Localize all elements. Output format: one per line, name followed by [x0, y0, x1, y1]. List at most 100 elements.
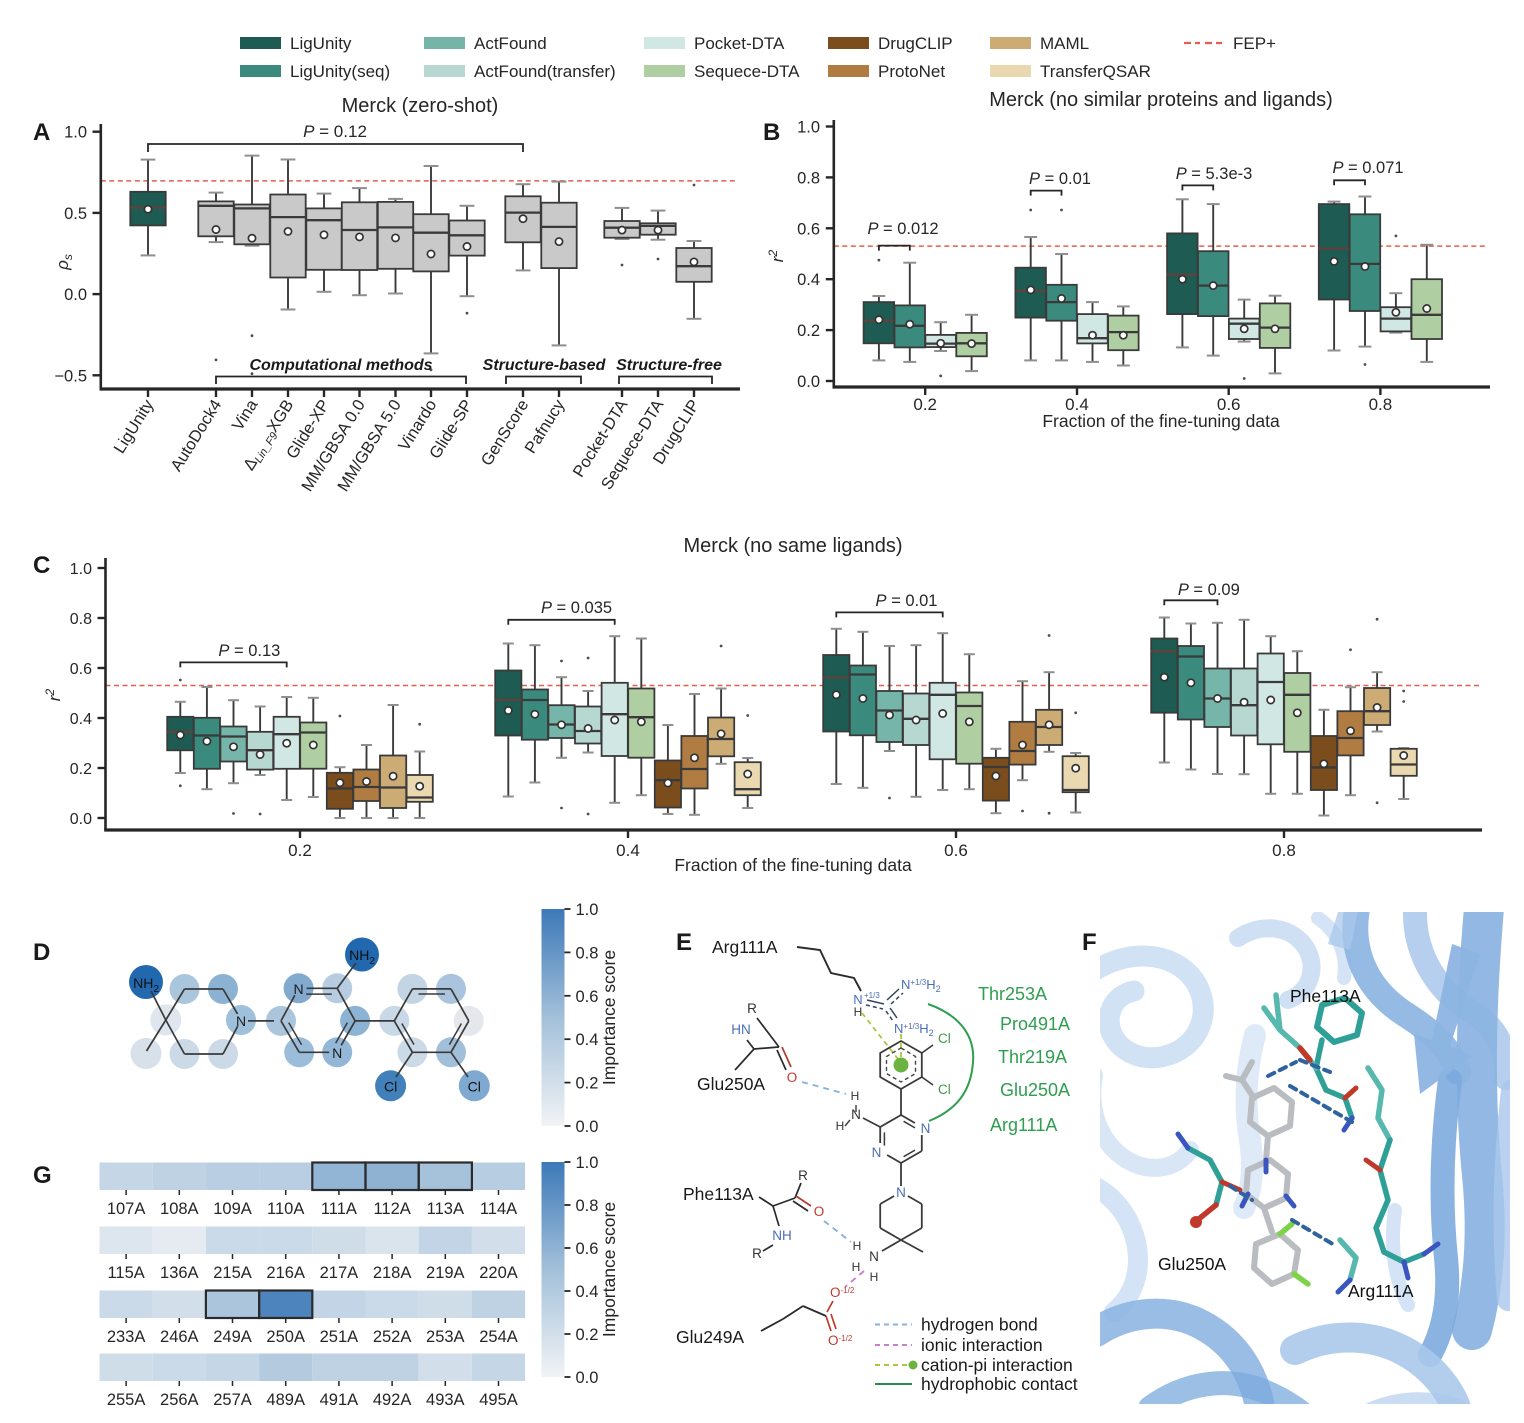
- svg-text:R: R: [752, 1246, 762, 1261]
- svg-text:N: N: [332, 1045, 342, 1061]
- svg-text:Arg111A: Arg111A: [990, 1115, 1057, 1135]
- svg-text:Phe113A: Phe113A: [1290, 986, 1361, 1006]
- svg-text:FEP+: FEP+: [1233, 34, 1276, 53]
- svg-text:N: N: [872, 1145, 882, 1160]
- svg-text:246A: 246A: [160, 1328, 199, 1346]
- svg-text:218A: 218A: [373, 1264, 412, 1282]
- svg-text:109A: 109A: [213, 1200, 252, 1218]
- svg-text:0.0: 0.0: [576, 1369, 599, 1387]
- svg-text:LigUnity: LigUnity: [290, 34, 352, 53]
- svg-text:114A: 114A: [480, 1200, 517, 1218]
- svg-text:0.0: 0.0: [797, 373, 820, 391]
- svg-text:1.0: 1.0: [576, 1154, 599, 1172]
- svg-text:0.6: 0.6: [576, 1240, 599, 1258]
- svg-text:0.8: 0.8: [1369, 395, 1393, 414]
- svg-text:Glu249A: Glu249A: [676, 1327, 744, 1347]
- svg-text:0.6: 0.6: [797, 220, 820, 238]
- svg-text:N: N: [851, 1107, 861, 1122]
- svg-text:251A: 251A: [320, 1328, 359, 1346]
- svg-text:Merck (no same ligands): Merck (no same ligands): [684, 535, 903, 557]
- svg-text:NH2: NH2: [133, 975, 159, 995]
- svg-text:N: N: [921, 1121, 931, 1136]
- svg-text:0.4: 0.4: [797, 271, 820, 289]
- svg-text:489A: 489A: [266, 1391, 305, 1409]
- svg-text:hydrophobic contact: hydrophobic contact: [921, 1374, 1078, 1394]
- svg-text:0.0: 0.0: [64, 286, 87, 304]
- svg-text:0.4: 0.4: [616, 841, 640, 860]
- svg-text:1.0: 1.0: [576, 901, 599, 919]
- svg-text:A: A: [33, 119, 50, 146]
- svg-text:1.0: 1.0: [70, 561, 92, 578]
- svg-text:Cl: Cl: [384, 1079, 397, 1095]
- svg-text:F: F: [1082, 929, 1097, 956]
- svg-text:Structure-based: Structure-based: [483, 357, 607, 374]
- svg-text:495A: 495A: [479, 1391, 518, 1409]
- svg-text:0.6: 0.6: [944, 841, 968, 860]
- svg-text:P = 0.09: P = 0.09: [1178, 581, 1240, 599]
- svg-text:P = 0.01: P = 0.01: [1029, 170, 1091, 188]
- svg-text:0.4: 0.4: [70, 711, 92, 728]
- svg-text:219A: 219A: [426, 1264, 465, 1282]
- svg-text:G: G: [33, 1162, 52, 1189]
- svg-text:0.0: 0.0: [70, 811, 92, 828]
- svg-text:ionic interaction: ionic interaction: [921, 1335, 1043, 1355]
- svg-text:Cl: Cl: [938, 1082, 951, 1097]
- svg-text:Thr253A: Thr253A: [978, 984, 1047, 1004]
- svg-text:ActFound: ActFound: [474, 34, 547, 53]
- svg-text:−0.5: −0.5: [54, 367, 87, 385]
- svg-text:H: H: [836, 1119, 845, 1133]
- svg-text:P = 0.035: P = 0.035: [541, 599, 612, 617]
- svg-text:249A: 249A: [213, 1328, 252, 1346]
- svg-text:cation-pi interaction: cation-pi interaction: [921, 1355, 1073, 1375]
- svg-text:NH2: NH2: [349, 947, 375, 967]
- svg-text:Fraction of the fine-tuning da: Fraction of the fine-tuning data: [1042, 411, 1280, 431]
- svg-text:E: E: [676, 929, 692, 956]
- svg-text:ActFound(transfer): ActFound(transfer): [474, 62, 616, 81]
- svg-text:Arg111A: Arg111A: [1348, 1281, 1414, 1301]
- svg-text:P = 0.12: P = 0.12: [303, 122, 367, 141]
- svg-text:217A: 217A: [320, 1264, 359, 1282]
- svg-text:H: H: [870, 1270, 879, 1284]
- svg-text:N: N: [853, 992, 862, 1007]
- svg-text:215A: 215A: [213, 1264, 252, 1282]
- svg-text:0.2: 0.2: [576, 1326, 599, 1344]
- svg-text:Fraction of the fine-tuning da: Fraction of the fine-tuning data: [674, 855, 912, 875]
- svg-text:0.8: 0.8: [576, 1197, 599, 1215]
- svg-text:0.5: 0.5: [64, 205, 87, 223]
- svg-text:Importance score: Importance score: [599, 1202, 619, 1337]
- svg-text:0.8: 0.8: [1272, 841, 1296, 860]
- svg-text:0.2: 0.2: [576, 1075, 599, 1093]
- svg-text:0.0: 0.0: [576, 1118, 599, 1136]
- svg-text:Glu250A: Glu250A: [1158, 1254, 1226, 1274]
- svg-text:0.2: 0.2: [70, 761, 92, 778]
- svg-text:Thr219A: Thr219A: [998, 1047, 1067, 1067]
- svg-text:P = 0.13: P = 0.13: [218, 642, 280, 660]
- svg-text:111A: 111A: [321, 1200, 357, 1218]
- svg-text:Glu250A: Glu250A: [697, 1074, 765, 1094]
- svg-text:N: N: [294, 981, 304, 997]
- svg-text:0.6: 0.6: [70, 661, 92, 678]
- svg-text:Sequece-DTA: Sequece-DTA: [694, 62, 800, 81]
- svg-text:hydrogen bond: hydrogen bond: [921, 1315, 1038, 1335]
- svg-text:250A: 250A: [266, 1328, 305, 1346]
- svg-text:MAML: MAML: [1040, 34, 1089, 53]
- svg-text:0.2: 0.2: [288, 841, 312, 860]
- svg-text:0.8: 0.8: [797, 169, 820, 187]
- svg-text:216A: 216A: [266, 1264, 305, 1282]
- svg-text:P = 5.3e-3: P = 5.3e-3: [1176, 165, 1253, 183]
- svg-text:113A: 113A: [427, 1200, 464, 1218]
- svg-text:H: H: [851, 1089, 860, 1103]
- svg-text:252A: 252A: [373, 1328, 412, 1346]
- svg-text:H: H: [852, 1260, 861, 1274]
- svg-text:Merck (zero-shot): Merck (zero-shot): [342, 95, 499, 117]
- svg-text:NH: NH: [772, 1228, 792, 1243]
- svg-text:492A: 492A: [373, 1391, 412, 1409]
- svg-text:R: R: [747, 1001, 757, 1016]
- svg-text:Pocket-DTA: Pocket-DTA: [694, 34, 785, 53]
- svg-text:136A: 136A: [160, 1264, 199, 1282]
- svg-text:0.2: 0.2: [797, 322, 820, 340]
- svg-text:0.2: 0.2: [913, 395, 937, 414]
- svg-text:R: R: [798, 1168, 808, 1183]
- svg-text:256A: 256A: [160, 1391, 199, 1409]
- svg-text:P = 0.01: P = 0.01: [876, 592, 938, 610]
